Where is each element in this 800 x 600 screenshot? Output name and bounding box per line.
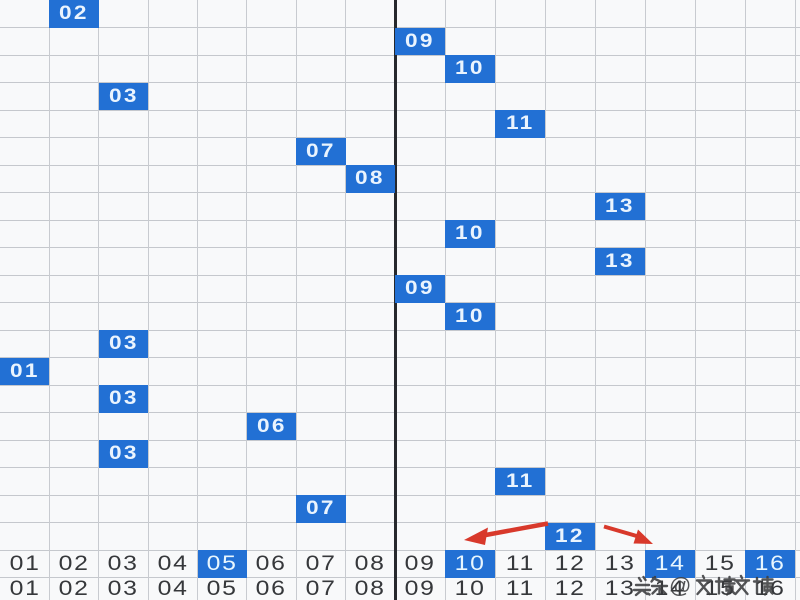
svg-text:@: @ (669, 573, 691, 598)
